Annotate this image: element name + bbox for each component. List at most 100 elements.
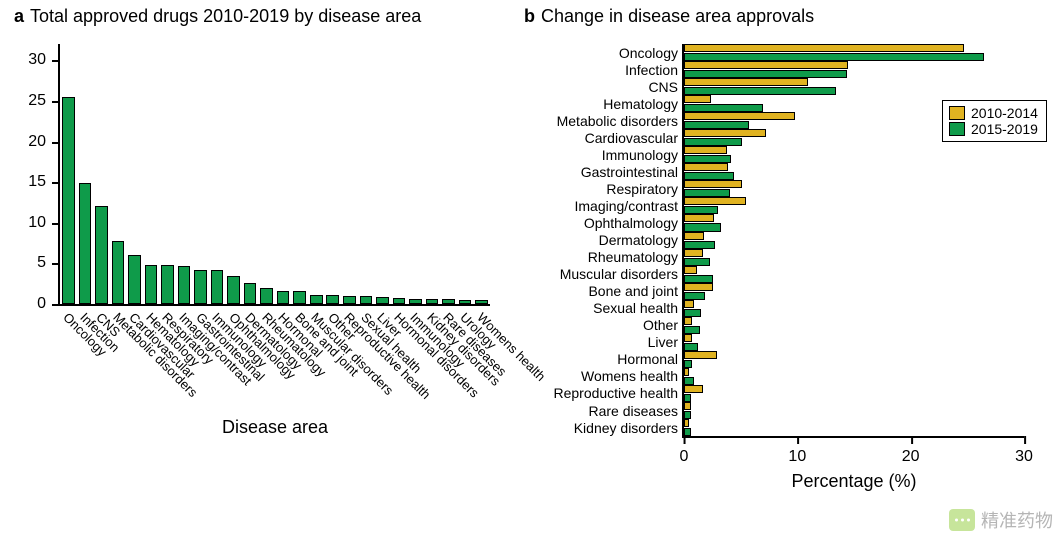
panel-a-bar (211, 270, 224, 305)
panel-b-xtick: 20 (902, 436, 920, 466)
panel-b-title: b Change in disease area approvals (524, 6, 814, 27)
panel-a-bar-slot: Hematology (143, 44, 160, 304)
panel-b-bar (684, 155, 731, 163)
panel-a-title-text: Total approved drugs 2010-2019 by diseas… (30, 6, 421, 26)
panel-b-cat-label: Dermatology (599, 232, 684, 248)
panel-b-bar (684, 87, 836, 95)
panel-a-bar-slot: Gastrointestinal (192, 44, 209, 304)
panel-b-row: Imaging/contrast (684, 197, 1024, 214)
legend: 2010-20142015-2019 (942, 100, 1047, 142)
panel-b: b Change in disease area approvals Oncolo… (510, 0, 1057, 537)
panel-a-bar-slot: Hormonal disorders (391, 44, 408, 304)
panel-b-bar (684, 138, 742, 146)
panel-a-bar (79, 183, 92, 304)
legend-swatch (949, 106, 965, 120)
panel-b-cat-label: Bone and joint (588, 283, 684, 299)
panel-a-bar-slot: Immunology (209, 44, 226, 304)
legend-item: 2010-2014 (949, 105, 1038, 121)
panel-a-bar-slot: Rheumatology (258, 44, 275, 304)
panel-b-cat-label: Sexual health (593, 300, 684, 316)
panel-a-bar (194, 270, 207, 305)
panel-a-bar (343, 296, 356, 305)
panel-b-cat-label: CNS (648, 79, 684, 95)
panel-a-bar (426, 299, 439, 304)
panel-b-bar (684, 343, 698, 351)
panel-b-row: Sexual health (684, 300, 1024, 317)
panel-b-letter: b (524, 6, 535, 26)
watermark: 精准药物 (949, 507, 1053, 533)
panel-b-bar (684, 266, 697, 274)
panel-a-bar-slot: Muscular disorders (308, 44, 325, 304)
panel-b-xtick: 0 (680, 436, 689, 466)
panel-a-bar (95, 206, 108, 304)
panel-a-bar-slot: Liver (374, 44, 391, 304)
panel-a-bar (393, 298, 406, 304)
panel-b-bar (684, 360, 692, 368)
panel-b-cat-label: Rheumatology (588, 249, 684, 265)
panel-b-cat-label: Hematology (603, 96, 684, 112)
panel-a-bar (310, 295, 323, 304)
panel-b-bar (684, 377, 694, 385)
panel-b-cat-label: Respiratory (606, 181, 684, 197)
panel-b-bar (684, 317, 692, 325)
panel-b-row: Gastrointestinal (684, 163, 1024, 180)
panel-b-cat-label: Cardiovascular (585, 130, 684, 146)
panel-b-cat-label: Metabolic disorders (557, 113, 684, 129)
panel-b-bar (684, 351, 717, 359)
panel-a-bar (326, 295, 339, 304)
panel-a-bar-slot: Oncology (60, 44, 77, 304)
panel-a-ytick: 25 (28, 92, 60, 110)
panel-b-title-text: Change in disease area approvals (541, 6, 814, 26)
panel-a-bar (293, 291, 306, 304)
panel-a-bar (128, 255, 141, 304)
panel-b-row: Rare diseases (684, 402, 1024, 419)
wechat-icon (949, 509, 975, 531)
panel-a-bars: OncologyInfectionCNSMetabolic disordersC… (60, 44, 490, 304)
panel-a-bar (409, 299, 422, 304)
panel-b-bar (684, 402, 691, 410)
panel-a-bar-slot: Imaging/contrast (176, 44, 193, 304)
panel-b-bar (684, 334, 692, 342)
panel-a-ytick: 30 (28, 51, 60, 69)
panel-a-bar (442, 299, 455, 304)
panel-b-cat-label: Imaging/contrast (575, 198, 685, 214)
panel-b-bar (684, 146, 727, 154)
panel-b-bar (684, 223, 721, 231)
panel-b-bar (684, 197, 746, 205)
panel-a-bar (227, 276, 240, 304)
panel-a-xlabel: Disease area (60, 417, 490, 438)
panel-b-bar (684, 249, 703, 257)
panel-a-bar-slot: Ophthalmology (225, 44, 242, 304)
panel-b-cat-label: Liver (648, 334, 684, 350)
panel-a-bar-slot: Rare diseases (440, 44, 457, 304)
panel-b-bar (684, 241, 715, 249)
panel-a-ytick: 20 (28, 133, 60, 151)
panel-a-bar-slot: Immunology (407, 44, 424, 304)
panel-b-bar (684, 258, 710, 266)
panel-b-cat-label: Other (643, 317, 684, 333)
panel-b-cat-label: Muscular disorders (560, 266, 684, 282)
panel-b-bar (684, 163, 728, 171)
panel-a-ytick: 0 (37, 295, 60, 313)
panel-b-xtick: 10 (788, 436, 806, 466)
panel-b-row: Kidney disorders (684, 419, 1024, 436)
panel-b-bar (684, 275, 713, 283)
watermark-text: 精准药物 (981, 507, 1053, 533)
panel-b-cat-label: Rare diseases (589, 403, 685, 419)
panel-b-bar (684, 104, 763, 112)
panel-a-bar (459, 300, 472, 304)
panel-a-plot: OncologyInfectionCNSMetabolic disordersC… (58, 44, 490, 306)
panel-b-bar (684, 78, 808, 86)
panel-a-ytick: 5 (37, 254, 60, 272)
panel-b-bar (684, 411, 691, 419)
panel-b-bar (684, 428, 691, 436)
panel-b-cat-label: Gastrointestinal (581, 164, 684, 180)
panel-b-cat-label: Womens health (581, 368, 684, 384)
panel-a-bar-slot: Sexual health (358, 44, 375, 304)
panel-a-bar-slot: Metabolic disorders (110, 44, 127, 304)
panel-b-row: Oncology (684, 44, 1024, 61)
panel-b-bar (684, 70, 847, 78)
panel-b-cat-label: Reproductive health (553, 385, 684, 401)
panel-b-bar (684, 368, 689, 376)
panel-b-bar (684, 53, 984, 61)
